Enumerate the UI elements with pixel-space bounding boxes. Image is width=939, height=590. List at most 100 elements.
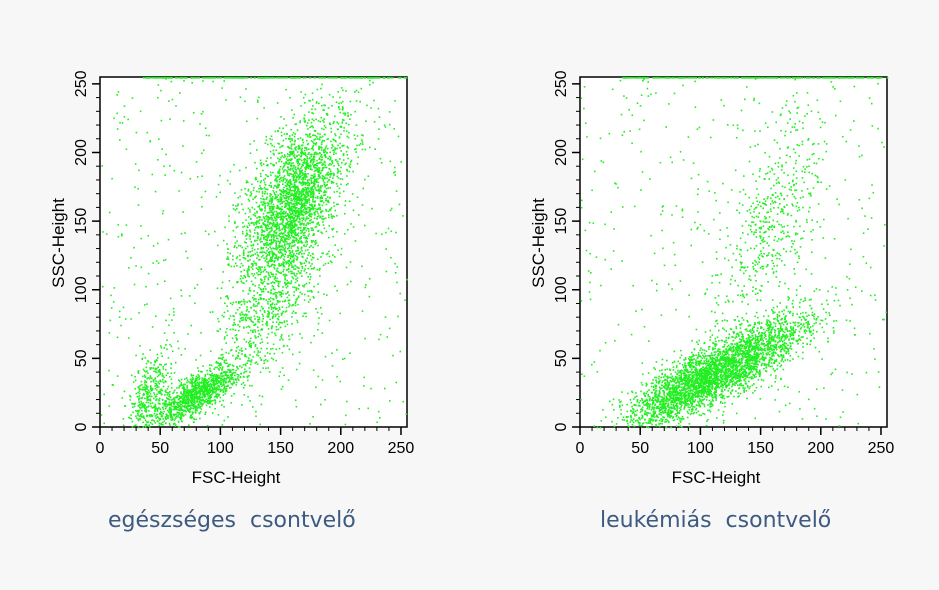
data-point bbox=[276, 175, 279, 178]
data-point bbox=[284, 202, 286, 205]
data-point bbox=[293, 291, 295, 293]
data-point bbox=[294, 220, 297, 222]
data-point bbox=[248, 345, 251, 347]
data-point bbox=[162, 413, 164, 415]
data-point bbox=[290, 209, 293, 211]
data-point bbox=[173, 422, 175, 425]
data-point bbox=[260, 403, 263, 406]
data-point bbox=[358, 144, 361, 146]
data-point bbox=[285, 190, 287, 192]
data-point bbox=[270, 241, 273, 243]
data-point bbox=[288, 243, 291, 245]
data-point bbox=[212, 383, 215, 385]
data-point bbox=[260, 347, 263, 350]
data-point bbox=[212, 383, 215, 386]
data-point bbox=[340, 133, 342, 136]
data-point bbox=[192, 390, 195, 393]
data-point bbox=[271, 209, 274, 211]
data-point bbox=[269, 209, 272, 212]
data-point bbox=[267, 224, 269, 226]
data-point bbox=[308, 190, 311, 192]
data-point bbox=[300, 105, 302, 107]
data-point bbox=[319, 133, 321, 136]
data-point bbox=[282, 225, 285, 227]
data-point bbox=[151, 387, 153, 390]
data-point bbox=[265, 244, 268, 246]
data-point bbox=[301, 191, 303, 193]
data-point bbox=[270, 186, 272, 188]
data-point bbox=[255, 264, 258, 266]
data-point bbox=[289, 217, 292, 220]
data-point bbox=[241, 353, 243, 355]
data-point bbox=[275, 197, 277, 200]
data-point bbox=[341, 162, 343, 164]
data-point bbox=[271, 251, 274, 254]
data-point bbox=[211, 393, 213, 396]
data-point bbox=[250, 218, 252, 220]
data-point bbox=[272, 298, 275, 301]
data-point bbox=[239, 96, 242, 98]
data-point bbox=[206, 385, 208, 387]
data-point bbox=[285, 263, 288, 265]
data-point bbox=[256, 232, 259, 234]
data-point bbox=[241, 203, 243, 206]
data-point bbox=[300, 209, 302, 211]
data-point bbox=[295, 194, 298, 196]
data-point bbox=[304, 264, 307, 267]
data-point bbox=[214, 402, 216, 405]
data-point bbox=[287, 282, 289, 284]
data-point bbox=[181, 402, 184, 405]
data-point bbox=[294, 174, 297, 177]
data-point bbox=[295, 223, 297, 226]
data-point bbox=[321, 168, 324, 170]
data-point bbox=[172, 307, 175, 310]
data-point bbox=[151, 389, 154, 391]
data-point bbox=[284, 189, 286, 192]
data-point bbox=[216, 378, 218, 381]
data-point bbox=[234, 262, 237, 265]
data-point bbox=[178, 401, 181, 404]
data-point bbox=[165, 153, 167, 156]
data-point bbox=[211, 403, 213, 406]
data-point bbox=[245, 355, 248, 358]
data-point bbox=[288, 247, 290, 249]
data-point bbox=[332, 215, 334, 217]
data-point bbox=[138, 401, 140, 403]
data-point bbox=[155, 358, 158, 361]
data-point bbox=[305, 133, 307, 136]
data-point bbox=[271, 347, 274, 350]
data-point bbox=[233, 265, 235, 268]
data-point bbox=[267, 244, 270, 246]
data-point bbox=[318, 170, 320, 172]
data-point bbox=[286, 345, 289, 347]
data-point bbox=[304, 211, 306, 213]
data-point bbox=[258, 216, 260, 218]
data-point bbox=[340, 247, 343, 250]
data-point bbox=[156, 410, 159, 412]
data-point bbox=[272, 307, 275, 309]
data-point bbox=[282, 127, 284, 130]
data-point bbox=[312, 198, 314, 201]
data-point bbox=[232, 324, 235, 326]
data-point bbox=[332, 145, 334, 148]
data-point bbox=[259, 181, 262, 184]
data-point bbox=[331, 105, 333, 107]
data-point bbox=[285, 199, 287, 202]
data-point bbox=[277, 183, 280, 186]
data-point bbox=[204, 384, 207, 386]
data-point bbox=[116, 94, 118, 96]
data-point bbox=[285, 261, 287, 263]
data-point bbox=[245, 180, 248, 182]
data-point bbox=[315, 102, 318, 104]
data-point bbox=[257, 298, 260, 301]
data-point bbox=[160, 394, 163, 396]
data-point bbox=[213, 385, 216, 387]
data-point bbox=[233, 382, 236, 384]
data-point bbox=[273, 205, 276, 208]
data-point bbox=[135, 417, 138, 419]
data-point bbox=[294, 157, 296, 159]
data-point bbox=[162, 418, 164, 420]
data-point bbox=[374, 148, 376, 150]
data-point bbox=[214, 382, 216, 385]
data-point bbox=[292, 203, 295, 205]
